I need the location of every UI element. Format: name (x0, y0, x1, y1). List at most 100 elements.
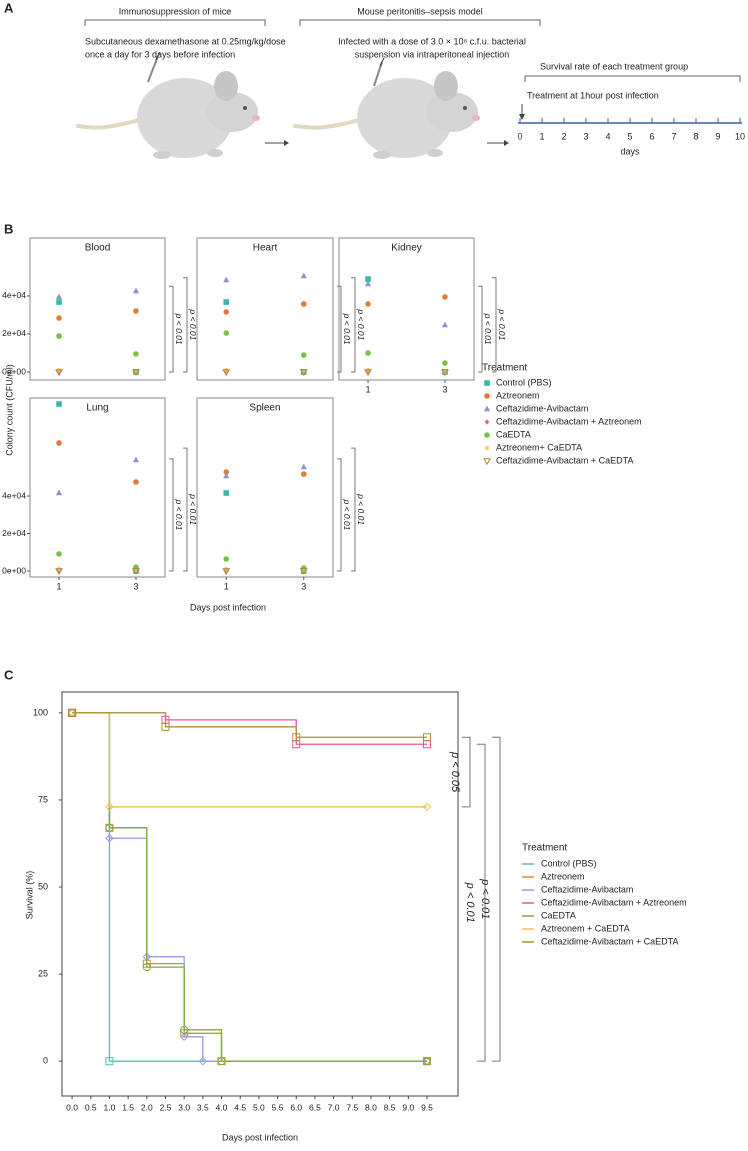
censor-marker (180, 1025, 189, 1034)
p-value: p < 0.01 (464, 882, 476, 923)
x-tick-label: 4.0 (216, 1102, 228, 1112)
p-value: p < 0.01 (188, 493, 198, 525)
legend-title: Treatment (522, 843, 567, 854)
significance-bracket (337, 458, 342, 572)
timeline-tick-label: 0 (517, 131, 522, 141)
mouse-illustration (293, 57, 480, 159)
timeline-tick-label: 4 (605, 131, 610, 141)
marker (441, 321, 449, 328)
p-value: p < 0.01 (342, 313, 352, 345)
timeline-tick-label: 5 (627, 131, 632, 141)
marker (442, 294, 448, 300)
p-value: p < 0.01 (497, 308, 507, 340)
step-text: Subcutaneous dexamethasone at 0.25mg/kg/… (85, 36, 286, 46)
y-tick-label: 50 (38, 881, 48, 891)
marker (299, 568, 308, 576)
x-tick-label: 5.5 (272, 1102, 284, 1112)
marker (55, 489, 63, 496)
x-tick-label: 4.5 (234, 1102, 246, 1112)
legend-title: Treatment (482, 363, 527, 374)
censor-marker (105, 802, 114, 812)
x-tick-label: 8.5 (384, 1102, 396, 1112)
marker (483, 458, 491, 466)
x-tick-label: 7.5 (346, 1102, 358, 1112)
significance-bracket (183, 277, 188, 373)
marker (222, 568, 231, 576)
significance-bracket (183, 447, 188, 572)
censor-marker (422, 802, 432, 812)
significance-bracket (492, 736, 501, 1062)
panel-label: B (4, 221, 13, 236)
survival-curve (72, 712, 427, 1062)
marker (364, 280, 372, 287)
timeline-tick-label: 7 (671, 131, 676, 141)
facet-title: Blood (85, 243, 111, 254)
marker (55, 369, 63, 377)
p-value: p < 0.05 (449, 751, 461, 793)
marker (55, 568, 63, 576)
facet-title: Lung (86, 403, 108, 414)
marker (132, 568, 140, 576)
censor-marker (422, 733, 431, 742)
y-tick-label: 2e+04 (2, 328, 26, 338)
censor-marker (161, 722, 170, 731)
step-text: suspension via intraperitoneal injection (355, 49, 510, 59)
x-tick-label: 1 (224, 581, 229, 591)
legend-label: Aztreonem (496, 390, 540, 400)
significance-bracket (462, 736, 471, 808)
y-tick-label: 25 (38, 968, 48, 978)
x-tick-label: 8.0 (365, 1102, 377, 1112)
marker (56, 551, 62, 557)
y-tick-label: 4e+04 (2, 490, 26, 500)
marker (300, 301, 307, 307)
significance-bracket (351, 447, 356, 572)
x-tick-label: 3 (442, 384, 447, 394)
marker (300, 272, 307, 279)
panel-label: A (4, 0, 14, 15)
timeline-tick-label: 2 (561, 131, 566, 141)
facet-frame (196, 237, 334, 381)
marker (484, 432, 490, 438)
facet-frame (29, 397, 166, 578)
censor-marker (105, 823, 114, 832)
legend-label: Ceftazidime-Avibactam (496, 403, 588, 413)
marker (222, 369, 231, 377)
x-tick-label: 3 (301, 581, 306, 591)
arrow-head (519, 114, 525, 120)
step-text: once a day for 3 days before infection (85, 49, 235, 59)
y-tick-label: 100 (33, 707, 48, 717)
marker (223, 276, 230, 283)
p-value: p < 0.01 (356, 308, 366, 340)
marker (132, 369, 140, 377)
timeline-tick-label: 10 (735, 131, 745, 141)
legend-label: Aztreonem+ CaEDTA (496, 442, 582, 452)
marker (56, 401, 62, 407)
marker (223, 472, 230, 479)
timeline-tick-label: 1 (539, 131, 544, 141)
legend-label: Ceftazidime-Avibactam + Aztreonem (496, 416, 642, 426)
marker (365, 301, 371, 307)
x-tick-label: 3.0 (178, 1102, 190, 1112)
timeline-tick-label: 3 (583, 131, 588, 141)
marker (365, 276, 371, 282)
plot-frame (61, 691, 459, 1097)
facet-title: Kidney (391, 243, 422, 254)
timeline-label: days (620, 146, 640, 156)
censor-marker (292, 733, 301, 742)
timeline-title: Survival rate of each treatment group (540, 61, 688, 71)
survival-curve (72, 712, 427, 1062)
censor-marker (422, 1057, 431, 1066)
x-tick-label: 2.5 (160, 1102, 172, 1112)
marker (133, 479, 139, 485)
p-value: p < 0.01 (188, 308, 198, 340)
x-axis-title: Days post infection (222, 1132, 298, 1142)
marker (133, 351, 139, 357)
p-value: p < 0.01 (483, 313, 493, 345)
y-tick-label: 0 (43, 1056, 48, 1066)
legend-label: Ceftazidime-Avibactam + CaEDTA (496, 455, 633, 465)
facet-frame (338, 237, 475, 381)
y-tick-label: 2e+04 (2, 528, 26, 538)
marker (300, 352, 307, 358)
x-tick-label: 3.5 (197, 1102, 209, 1112)
x-tick-label: 7.0 (328, 1102, 340, 1112)
